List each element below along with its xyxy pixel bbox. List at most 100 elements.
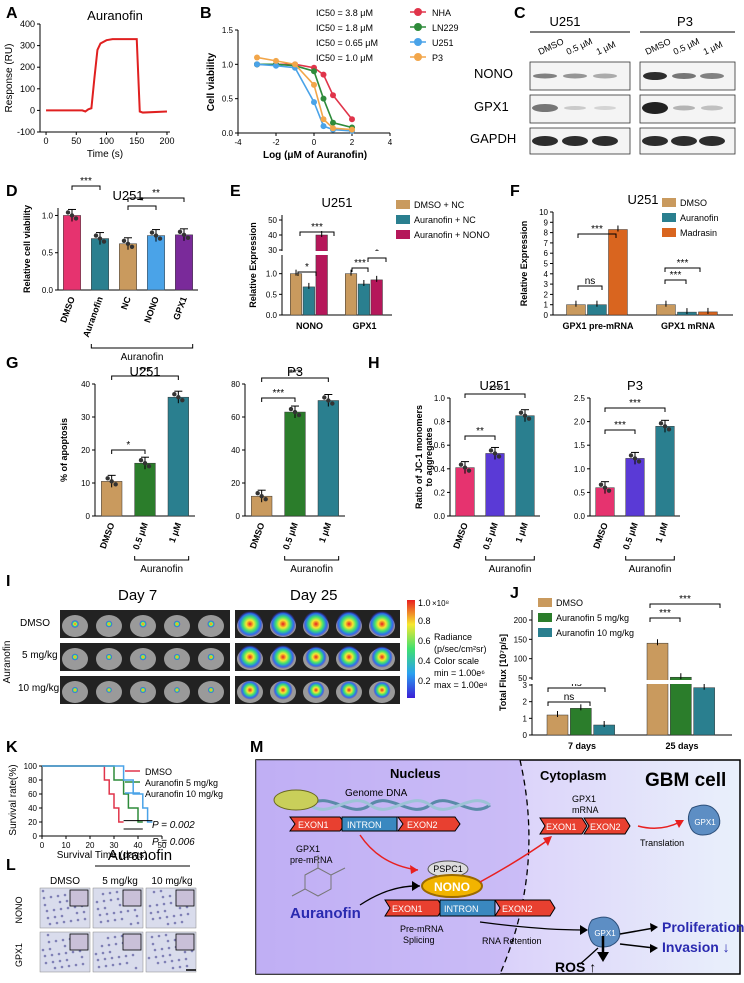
ihc-nucleus xyxy=(180,920,184,924)
legend-label: U251 xyxy=(432,38,454,48)
ihc-nucleus xyxy=(148,904,152,908)
panel-letter-e: E xyxy=(230,183,241,200)
ihc-nucleus xyxy=(173,921,177,925)
y-axis-label: % of apoptosis xyxy=(59,418,69,482)
response-curve xyxy=(46,38,168,114)
y-tick-label: 80 xyxy=(28,776,37,785)
x-tick-label: DMSO xyxy=(98,521,117,550)
ihc-nucleus xyxy=(63,944,67,948)
chart-h-u251: 0.0 0.2 0.4 0.6 0.8 1.0 U251 Ratio of JC-1 mono… xyxy=(414,378,540,575)
signal-day25 xyxy=(305,646,327,668)
significance-bracket xyxy=(464,393,526,398)
bar-NONO xyxy=(147,235,165,291)
replicate-point xyxy=(263,497,268,502)
cytoplasm-label: Cytoplasm xyxy=(540,768,606,783)
bar-Auranofin 5 mg/kg xyxy=(570,708,592,736)
significance-label: * xyxy=(126,440,130,451)
gpx1-protein-bottom-label: GPX1 xyxy=(594,929,616,938)
x-tick-label: 7 days xyxy=(568,741,596,751)
signal-day7 xyxy=(71,620,79,628)
ihc-nucleus xyxy=(126,909,130,913)
blot-lane-1-p3: 1 μM xyxy=(702,39,725,57)
data-point-P3 xyxy=(273,57,279,64)
y-tick-label: 40 xyxy=(28,804,37,813)
significance-bracket xyxy=(261,377,329,382)
y-tick-label: 1.5 xyxy=(574,441,586,450)
ihc-col-dmso: DMSO xyxy=(50,876,80,887)
signal-day7 xyxy=(173,620,181,628)
ihc-nucleus xyxy=(177,958,181,962)
y-tick-label: 100 xyxy=(24,762,38,771)
x-tick-label: GPX1 mRNA xyxy=(661,321,716,331)
bar-Auranofin + NONO xyxy=(370,279,383,316)
replicate-point xyxy=(526,416,532,421)
significance-bracket xyxy=(367,257,387,262)
axis-break xyxy=(278,251,392,255)
legend-swatch xyxy=(396,215,410,224)
ihc-nucleus xyxy=(65,899,69,903)
ihc-nucleus xyxy=(169,901,173,905)
group-label: Auranofin xyxy=(140,564,183,575)
significance-label: * xyxy=(305,262,309,273)
replicate-point xyxy=(157,236,163,241)
ihc-nucleus xyxy=(102,899,106,903)
y-tick-label: 30 xyxy=(268,246,277,255)
y-tick-label: 20 xyxy=(231,479,240,488)
proliferation-label: Proliferation ↓ xyxy=(662,919,744,935)
significance-label: *** xyxy=(629,398,641,409)
ihc-nucleus xyxy=(136,921,140,925)
panel-letter-c: C xyxy=(514,5,526,22)
significance-bracket xyxy=(604,407,666,412)
y-tick-label: 400 xyxy=(20,19,35,29)
replicate-point xyxy=(101,239,107,244)
ihc-nucleus xyxy=(54,939,58,943)
gbm-cell-label: GBM cell xyxy=(645,770,726,791)
significance-bracket xyxy=(664,279,687,284)
ihc-nucleus xyxy=(147,956,151,960)
ihc-inset xyxy=(122,889,142,907)
ihc-nucleus xyxy=(98,913,102,917)
gpx1-protein-bottom xyxy=(587,916,621,948)
ihc-nucleus xyxy=(82,910,86,914)
y-tick-label: 80 xyxy=(231,380,240,389)
gene-exon2: EXON2 xyxy=(407,820,438,830)
chart-title: U251 xyxy=(129,364,160,379)
chart-title: U251 xyxy=(627,192,658,207)
signal-day25 xyxy=(271,645,295,669)
ihc-nucleus xyxy=(95,900,99,904)
ihc-nucleus xyxy=(153,948,157,952)
group-label: Auranofin xyxy=(290,564,333,575)
blot-row-gpx1: GPX1 xyxy=(474,99,509,114)
y-tick-label: 0.5 xyxy=(266,290,278,299)
panel-letter-b: B xyxy=(200,5,212,22)
ihc-nucleus xyxy=(96,958,100,962)
y-tick-label: 300 xyxy=(20,41,35,51)
legend-swatch xyxy=(538,598,552,607)
ihc-nucleus xyxy=(168,894,172,898)
ihc-inset xyxy=(69,933,89,951)
ros-label: ROS ↑ xyxy=(555,959,596,975)
p-value: P = 0.002 xyxy=(152,820,195,831)
x-tick-label: 0.5 μM xyxy=(131,521,150,551)
x-tick-label: 0.5 μM xyxy=(621,521,640,551)
ihc-nucleus xyxy=(159,889,163,893)
chart-title: U251 xyxy=(479,378,510,393)
y-tick-label: 1 xyxy=(523,714,528,723)
data-point-U251 xyxy=(311,99,317,106)
data-point-NHA xyxy=(320,71,327,78)
imaging-row-dmso: DMSO xyxy=(20,618,50,629)
chart-title: U251 xyxy=(321,195,352,210)
replicate-point xyxy=(153,233,159,238)
bar-1 μM xyxy=(515,415,535,517)
x-tick-label: GPX1 xyxy=(171,295,189,321)
y-tick-label: 40 xyxy=(268,231,277,240)
ihc-row-gpx1: GPX1 xyxy=(14,943,24,967)
bar-Madrasin xyxy=(608,229,628,316)
ihc-nucleus xyxy=(157,934,161,938)
y-tick-label: 1.0 xyxy=(42,211,54,220)
y-tick-label: 0.4 xyxy=(434,465,446,474)
y-axis-label: Relative Expression xyxy=(248,222,258,308)
dna-helix xyxy=(273,789,491,811)
ihc-nucleus xyxy=(105,912,109,916)
colorbar-exponent: ×10⁸ xyxy=(432,599,449,608)
